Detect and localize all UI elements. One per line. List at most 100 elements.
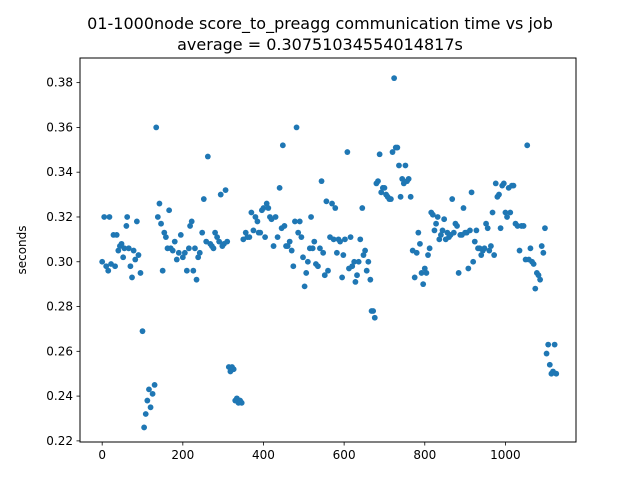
data-point-42 bbox=[169, 247, 176, 254]
data-point-127 bbox=[318, 178, 325, 185]
data-point-26 bbox=[142, 411, 149, 417]
data-point-2 bbox=[103, 263, 110, 270]
data-point-107 bbox=[284, 243, 291, 249]
data-point-140 bbox=[340, 252, 347, 258]
data-point-93 bbox=[260, 205, 267, 211]
data-point-228 bbox=[484, 225, 491, 232]
data-point-15 bbox=[124, 214, 131, 220]
data-point-175 bbox=[397, 193, 404, 200]
data-point-54 bbox=[192, 245, 198, 252]
y-tick-label-5: 0.32 bbox=[46, 210, 73, 224]
data-point-65 bbox=[212, 229, 218, 236]
data-point-269 bbox=[553, 370, 560, 377]
data-point-89 bbox=[254, 218, 261, 225]
chart-title: 01-1000node score_to_preagg communicatio… bbox=[87, 14, 553, 34]
y-tick-label-1: 0.24 bbox=[46, 389, 73, 403]
data-point-12 bbox=[120, 254, 127, 261]
data-point-55 bbox=[193, 276, 200, 283]
data-point-61 bbox=[204, 153, 211, 160]
data-point-165 bbox=[381, 184, 388, 191]
data-point-207 bbox=[450, 229, 457, 236]
data-point-34 bbox=[156, 200, 163, 207]
data-point-58 bbox=[199, 229, 206, 236]
data-point-30 bbox=[149, 390, 156, 397]
data-point-11 bbox=[118, 240, 125, 247]
data-point-114 bbox=[296, 218, 303, 225]
data-point-50 bbox=[185, 245, 192, 252]
y-tick-label-8: 0.38 bbox=[46, 76, 73, 90]
data-point-85 bbox=[246, 234, 253, 241]
data-point-217 bbox=[467, 227, 473, 234]
data-point-126 bbox=[317, 245, 323, 252]
data-point-261 bbox=[540, 249, 547, 256]
data-point-21 bbox=[133, 218, 140, 225]
data-point-109 bbox=[288, 247, 295, 254]
data-point-189 bbox=[421, 265, 428, 272]
data-point-71 bbox=[222, 187, 229, 194]
data-point-4 bbox=[106, 214, 113, 220]
data-point-110 bbox=[290, 263, 297, 270]
data-point-25 bbox=[141, 424, 148, 431]
plot-frame bbox=[79, 57, 577, 443]
data-point-81 bbox=[238, 399, 245, 406]
data-point-145 bbox=[349, 263, 356, 270]
data-point-123 bbox=[311, 238, 318, 245]
data-point-49 bbox=[183, 267, 190, 274]
data-point-183 bbox=[411, 274, 418, 281]
data-point-187 bbox=[418, 270, 425, 276]
y-tick-label-6: 0.34 bbox=[46, 165, 73, 179]
data-point-231 bbox=[489, 209, 496, 216]
data-point-115 bbox=[298, 234, 305, 241]
data-point-246 bbox=[514, 223, 521, 229]
data-point-31 bbox=[151, 382, 158, 388]
data-point-131 bbox=[325, 267, 331, 274]
data-point-186 bbox=[417, 240, 423, 247]
x-tick-label-0: 0 bbox=[98, 448, 106, 462]
x-tick-label-5: 1000 bbox=[490, 448, 521, 462]
data-point-263 bbox=[543, 350, 550, 357]
data-point-220 bbox=[471, 238, 478, 245]
data-point-218 bbox=[468, 189, 475, 196]
data-point-147 bbox=[352, 279, 359, 285]
data-point-22 bbox=[135, 252, 142, 258]
data-point-111 bbox=[292, 218, 298, 225]
y-tick-label-0: 0.22 bbox=[46, 434, 73, 448]
data-point-33 bbox=[154, 214, 161, 220]
data-point-105 bbox=[281, 223, 288, 229]
data-point-99 bbox=[270, 243, 277, 249]
data-point-1 bbox=[101, 214, 108, 220]
data-point-196 bbox=[433, 220, 439, 227]
y-tick-label-2: 0.26 bbox=[46, 344, 73, 358]
data-point-24 bbox=[139, 328, 146, 335]
data-point-125 bbox=[315, 263, 321, 270]
data-point-200 bbox=[439, 227, 446, 234]
data-point-13 bbox=[121, 245, 128, 252]
data-point-87 bbox=[250, 227, 257, 234]
data-point-265 bbox=[546, 361, 553, 368]
data-point-150 bbox=[357, 236, 364, 243]
data-point-247 bbox=[516, 247, 523, 254]
data-point-148 bbox=[354, 272, 360, 279]
data-point-178 bbox=[402, 162, 409, 169]
data-point-163 bbox=[378, 189, 385, 196]
data-point-3 bbox=[105, 267, 112, 274]
data-point-233 bbox=[492, 180, 499, 187]
data-point-174 bbox=[396, 162, 402, 169]
data-point-100 bbox=[272, 214, 279, 220]
chart-subtitle: average = 0.30751034554014817s bbox=[177, 35, 463, 54]
data-point-76 bbox=[230, 366, 237, 373]
data-point-38 bbox=[162, 234, 169, 241]
data-point-14 bbox=[123, 223, 130, 229]
data-point-264 bbox=[545, 341, 552, 348]
data-point-23 bbox=[137, 270, 144, 276]
data-point-226 bbox=[481, 245, 488, 252]
data-point-238 bbox=[500, 180, 507, 187]
data-point-29 bbox=[147, 404, 154, 411]
data-point-216 bbox=[465, 265, 472, 272]
data-point-209 bbox=[454, 223, 460, 229]
data-point-32 bbox=[153, 124, 160, 131]
data-point-122 bbox=[309, 245, 316, 252]
data-point-158 bbox=[370, 308, 377, 314]
data-point-169 bbox=[388, 196, 394, 202]
data-point-181 bbox=[407, 193, 414, 200]
